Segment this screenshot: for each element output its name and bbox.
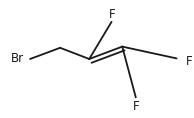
Text: F: F [133,100,139,113]
Text: Br: Br [11,53,24,65]
Text: F: F [186,55,193,68]
Text: F: F [109,8,116,21]
